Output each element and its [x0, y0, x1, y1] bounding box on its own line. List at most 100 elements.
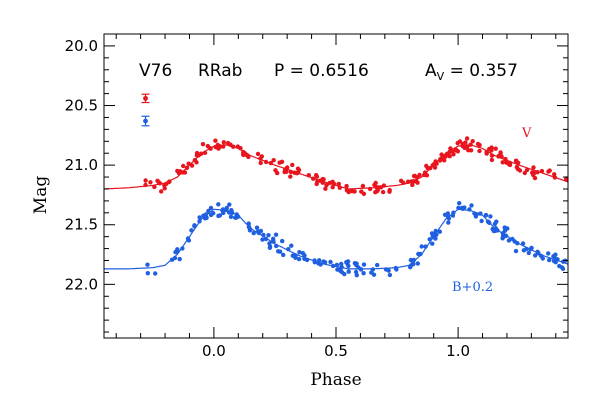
data-point	[533, 253, 538, 258]
data-point	[468, 148, 474, 153]
data-point	[203, 212, 209, 217]
data-point	[532, 175, 538, 181]
data-point	[506, 238, 512, 243]
data-point	[311, 176, 316, 181]
data-point	[148, 180, 153, 185]
data-point	[306, 173, 311, 178]
data-point	[414, 179, 419, 184]
data-point	[489, 153, 495, 158]
data-point	[216, 202, 221, 207]
data-point	[361, 262, 367, 267]
data-point	[268, 160, 273, 166]
data-point	[524, 246, 529, 252]
y-tick-label: 21.0	[65, 156, 98, 174]
data-point	[401, 180, 406, 185]
data-point	[538, 253, 544, 258]
data-point	[369, 270, 374, 275]
data-point	[489, 148, 494, 153]
data-point	[503, 233, 508, 239]
data-point	[162, 186, 167, 191]
data-point	[256, 230, 261, 236]
data-point	[286, 247, 291, 252]
data-point	[192, 223, 197, 228]
data-point	[512, 239, 517, 244]
data-point	[472, 211, 477, 216]
data-point	[267, 245, 273, 250]
x-tick-label: 0.0	[202, 342, 226, 360]
data-point	[288, 174, 293, 179]
series-label-v: V	[521, 126, 532, 141]
data-point	[263, 159, 269, 165]
data-point	[489, 157, 495, 163]
data-point	[261, 232, 266, 238]
data-point	[216, 213, 221, 219]
data-point	[196, 153, 201, 158]
data-point	[271, 158, 276, 163]
data-point	[531, 172, 536, 178]
data-point	[446, 214, 451, 220]
data-point	[330, 179, 335, 184]
data-point	[427, 237, 432, 242]
data-point	[488, 214, 493, 219]
data-point	[528, 247, 533, 252]
data-point	[375, 188, 380, 193]
data-point	[514, 164, 520, 170]
amplitude-value: = 0.357	[444, 61, 518, 81]
data-point	[177, 169, 183, 174]
data-point	[387, 187, 392, 193]
data-point	[208, 212, 214, 218]
data-point	[375, 262, 380, 268]
error-bar-point	[143, 118, 148, 124]
data-point	[443, 154, 448, 159]
data-point	[564, 177, 569, 182]
data-point	[513, 248, 519, 254]
data-point	[227, 202, 232, 207]
data-point	[380, 189, 386, 195]
data-point	[295, 166, 301, 171]
data-point	[143, 182, 148, 188]
data-point	[535, 170, 540, 175]
data-point	[296, 256, 302, 262]
data-point	[235, 214, 241, 219]
data-point	[344, 260, 349, 265]
data-point	[202, 150, 208, 155]
data-point	[277, 160, 282, 165]
data-point	[197, 219, 202, 224]
data-point	[445, 211, 451, 216]
data-point	[446, 220, 451, 225]
data-point	[524, 167, 530, 173]
data-point	[381, 183, 387, 188]
data-point	[153, 271, 158, 276]
data-point	[442, 158, 447, 163]
data-point	[522, 170, 527, 176]
data-point	[483, 212, 489, 218]
data-point	[157, 181, 163, 186]
data-point	[180, 246, 185, 251]
data-point	[504, 160, 509, 165]
data-point	[394, 267, 399, 272]
data-point	[235, 144, 240, 149]
data-point	[263, 236, 269, 242]
data-point	[422, 171, 428, 176]
data-point	[330, 263, 336, 269]
data-point	[317, 258, 322, 263]
data-point	[520, 241, 526, 246]
data-point	[467, 207, 472, 212]
data-point	[513, 158, 519, 163]
data-point	[432, 165, 438, 170]
data-point	[455, 140, 460, 146]
data-point	[290, 162, 295, 168]
header-period: P = 0.6516	[274, 61, 369, 81]
data-point	[339, 261, 344, 267]
data-point	[555, 257, 560, 262]
data-point	[181, 163, 186, 169]
data-point	[184, 165, 190, 170]
data-point	[539, 168, 545, 174]
data-point	[477, 142, 482, 148]
data-point	[419, 244, 424, 249]
data-point	[386, 268, 391, 273]
data-point	[500, 160, 505, 165]
data-point	[405, 179, 411, 184]
amplitude-subscript: V	[437, 70, 445, 83]
